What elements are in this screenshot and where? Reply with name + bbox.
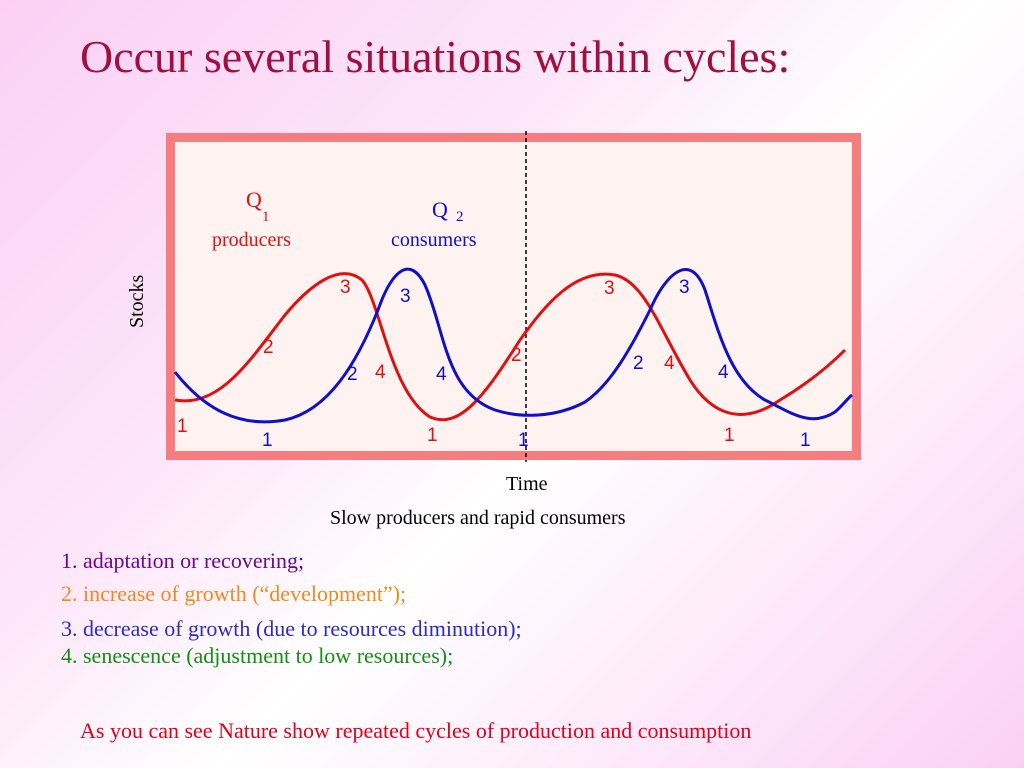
consumers-curve [173, 267, 853, 424]
producers-stage-1b: 1 [427, 425, 438, 446]
producers-stage-4a: 4 [375, 362, 386, 383]
consumers-stage-3b: 3 [679, 277, 690, 298]
producers-label: producers [212, 229, 291, 251]
producers-stage-3a: 3 [340, 277, 351, 298]
consumers-stage-2a: 2 [347, 364, 358, 385]
producers-stage-1a: 1 [177, 416, 188, 437]
producers-stage-2a: 2 [263, 337, 274, 358]
producers-q-subscript: 1 [262, 209, 270, 225]
slide-title: Occur several situations within cycles: [80, 31, 791, 82]
conclusion-text: As you can see Nature show repeated cycl… [80, 718, 752, 743]
consumers-stage-1c: 1 [800, 430, 811, 451]
producers-stage-4b: 4 [664, 353, 675, 374]
consumers-q-symbol: Q [432, 197, 448, 222]
stage-2-description: 2. increase of growth (“development”); [61, 581, 407, 606]
consumers-stage-2b: 2 [633, 353, 644, 374]
consumers-label: consumers [391, 229, 477, 251]
consumers-q-subscript: 2 [456, 209, 464, 225]
producers-stage-1c: 1 [724, 425, 735, 446]
consumers-stage-1b: 1 [518, 430, 529, 451]
consumers-stage-4b: 4 [718, 362, 729, 383]
x-axis-label: Time [506, 473, 548, 495]
y-axis-label: Stocks [126, 274, 148, 328]
consumers-stage-3a: 3 [400, 286, 411, 307]
consumers-stage-4a: 4 [436, 364, 447, 385]
consumers-stage-1a: 1 [262, 430, 273, 451]
producers-stage-2b: 2 [511, 345, 522, 366]
diagram-frame [166, 133, 861, 460]
stage-4-description: 4. senescence (adjustment to low resourc… [61, 643, 454, 668]
stage-3-description: 3. decrease of growth (due to resources … [61, 616, 522, 641]
producers-curve [174, 272, 847, 422]
producers-stage-3b: 3 [604, 278, 615, 299]
diagram-caption: Slow producers and rapid consumers [330, 507, 626, 529]
stage-1-description: 1. adaptation or recovering; [61, 548, 305, 573]
producers-q-symbol: Q [246, 187, 262, 212]
